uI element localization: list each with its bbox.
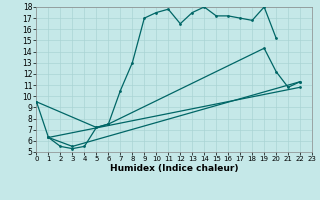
- X-axis label: Humidex (Indice chaleur): Humidex (Indice chaleur): [110, 164, 238, 173]
